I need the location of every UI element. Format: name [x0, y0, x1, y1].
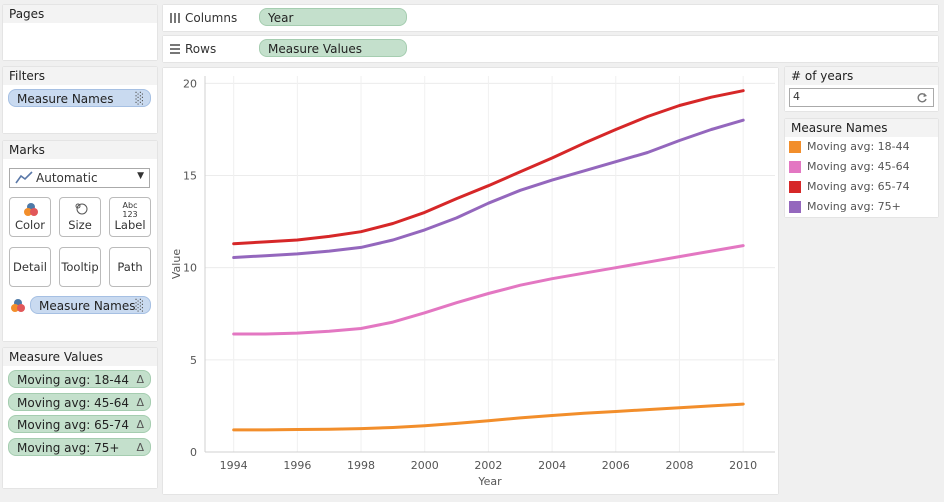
filters-card: Filters Measure Names ░: [3, 67, 157, 133]
color-measure-names-pill[interactable]: Measure Names ░: [30, 296, 151, 314]
rows-label: Rows: [185, 42, 217, 56]
series-line-4: [232, 118, 745, 259]
chart-card: 0 5 10 15 20 1994 1996 1998 2000 2002 2004 2006 2008…: [163, 68, 778, 494]
tooltip-label: Tooltip: [61, 260, 99, 274]
y-tick-label: 20: [183, 77, 197, 90]
measure-values-title: Measure Values: [3, 348, 157, 366]
columns-icon: [170, 13, 180, 23]
measure-value-label: Moving avg: 45-64: [17, 396, 129, 410]
series-line-1: [232, 402, 745, 432]
line-mark-icon: [15, 171, 33, 184]
legend-title: Measure Names: [785, 119, 938, 137]
x-tick-label: 2006: [602, 459, 630, 472]
label-abc-icon: Abc 123: [122, 201, 138, 219]
rows-icon: [170, 44, 180, 54]
pages-card: Pages: [3, 5, 157, 60]
size-icon: [75, 203, 88, 215]
measure-value-pill-3[interactable]: Moving avg: 65-74 Δ: [8, 415, 151, 433]
years-input-value: 4: [793, 90, 800, 103]
sort-icon: ░: [135, 299, 144, 312]
chevron-down-icon: ▼: [137, 171, 144, 181]
legend-label: Moving avg: 75+: [807, 200, 901, 213]
label-button[interactable]: Abc 123 Label: [109, 197, 151, 237]
y-tick-label: 5: [190, 354, 197, 367]
measure-value-pill-2[interactable]: Moving avg: 45-64 Δ: [8, 393, 151, 411]
filter-pill-label: Measure Names: [17, 92, 114, 106]
color-button[interactable]: Color: [9, 197, 51, 237]
delta-icon: Δ: [136, 373, 144, 386]
reset-icon[interactable]: [916, 92, 928, 104]
sort-icon: ░: [135, 92, 144, 105]
filters-title: Filters: [3, 67, 157, 85]
x-tick-label: 2008: [665, 459, 693, 472]
x-axis-title: Year: [477, 475, 502, 488]
rows-measure-values-pill[interactable]: Measure Values: [259, 39, 407, 57]
mark-type-value: Automatic: [36, 171, 98, 185]
marks-card: Marks Automatic ▼ Color Size Abc 123 Lab…: [3, 141, 157, 341]
tooltip-button[interactable]: Tooltip: [59, 247, 101, 287]
legend-label: Moving avg: 65-74: [807, 180, 910, 193]
x-tick-label: 2002: [474, 459, 502, 472]
years-parameter-card: # of years 4: [785, 67, 938, 111]
legend-label: Moving avg: 18-44: [807, 140, 910, 153]
x-tick-label: 2000: [411, 459, 439, 472]
color-label: Color: [14, 218, 46, 232]
measure-value-label: Moving avg: 75+: [17, 441, 120, 455]
color-icon: [24, 203, 38, 216]
size-label: Size: [68, 218, 92, 232]
delta-icon: Δ: [136, 418, 144, 431]
filter-measure-names-pill[interactable]: Measure Names ░: [8, 89, 151, 107]
x-tick-label: 1994: [220, 459, 248, 472]
y-axis-title: Value: [170, 249, 183, 279]
y-tick-label: 15: [183, 170, 197, 183]
x-tick-label: 1998: [347, 459, 375, 472]
x-tick-label: 2004: [538, 459, 566, 472]
series-line-2: [232, 244, 745, 336]
legend-swatch: [789, 161, 801, 173]
pages-title: Pages: [3, 5, 157, 23]
delta-icon: Δ: [136, 396, 144, 409]
measure-value-label: Moving avg: 18-44: [17, 373, 129, 387]
marks-title: Marks: [3, 141, 157, 159]
legend-swatch: [789, 181, 801, 193]
measure-values-card: Measure Values Moving avg: 18-44 Δ Movin…: [3, 348, 157, 488]
size-button[interactable]: Size: [59, 197, 101, 237]
mark-type-select[interactable]: Automatic ▼: [9, 168, 150, 188]
years-parameter-title: # of years: [785, 67, 938, 85]
measure-value-pill-1[interactable]: Moving avg: 18-44 Δ: [8, 370, 151, 388]
detail-button[interactable]: Detail: [9, 247, 51, 287]
color-encoding-icon: [11, 299, 25, 312]
color-pill-label: Measure Names: [39, 299, 136, 313]
x-tick-label: 2010: [729, 459, 757, 472]
columns-year-pill[interactable]: Year: [259, 8, 407, 26]
legend-card: Measure Names Moving avg: 18-44 Moving a…: [785, 119, 938, 217]
detail-label: Detail: [13, 260, 47, 274]
years-input[interactable]: 4: [789, 88, 934, 107]
columns-label: Columns: [185, 11, 238, 25]
measure-value-label: Moving avg: 65-74: [17, 418, 129, 432]
label-label: Label: [114, 218, 146, 232]
legend-swatch: [789, 201, 801, 213]
path-label: Path: [117, 260, 143, 274]
path-button[interactable]: Path: [109, 247, 151, 287]
delta-icon: Δ: [136, 441, 144, 454]
columns-shelf[interactable]: Columns Year: [163, 5, 938, 31]
x-tick-label: 1996: [283, 459, 311, 472]
legend-label: Moving avg: 45-64: [807, 160, 910, 173]
y-tick-label: 0: [190, 446, 197, 459]
legend-swatch: [789, 141, 801, 153]
measure-value-pill-4[interactable]: Moving avg: 75+ Δ: [8, 438, 151, 456]
y-tick-label: 10: [183, 262, 197, 275]
rows-shelf[interactable]: Rows Measure Values: [163, 36, 938, 62]
series-line-3: [232, 89, 745, 246]
line-chart: 0 5 10 15 20 1994 1996 1998 2000 2002 2004 2006 2008…: [170, 76, 775, 488]
